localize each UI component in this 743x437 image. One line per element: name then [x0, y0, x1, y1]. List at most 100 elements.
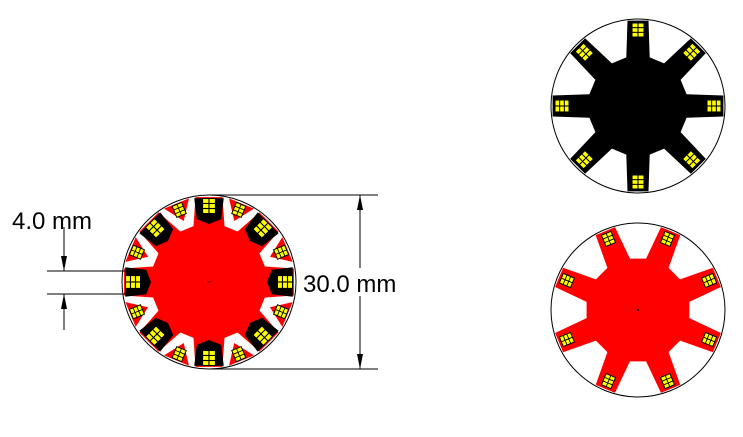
pad-cell: [632, 180, 638, 184]
pad-cell: [274, 310, 279, 316]
pad: [202, 350, 216, 366]
pad: [554, 99, 570, 113]
pad-cell: [632, 175, 638, 180]
pad: [272, 244, 290, 260]
pad-cell: [172, 204, 178, 210]
pad-cell: [277, 247, 283, 253]
arrow-up: [357, 195, 363, 210]
pad-cell: [265, 333, 272, 341]
pad-frame: [574, 42, 595, 63]
pad-cell: [274, 248, 279, 254]
pad-cell: [560, 336, 565, 342]
pad-cell: [209, 204, 215, 208]
pad-cell: [665, 374, 671, 379]
pad-cell: [131, 245, 137, 251]
pad-cell: [555, 106, 560, 112]
pad-cell: [569, 337, 574, 343]
pad: [706, 99, 722, 113]
pad-cell: [240, 204, 246, 210]
pad-cell: [561, 340, 567, 346]
pad-cell: [179, 352, 185, 358]
pad-cell: [702, 337, 707, 343]
arrow-up: [61, 294, 67, 309]
pad-cell: [276, 253, 281, 259]
diameter-label: 30.0 mm: [303, 271, 396, 298]
diameter-dimension: [208, 194, 378, 370]
pad-cell: [632, 32, 638, 37]
pad-cell: [235, 356, 241, 361]
pad-cell: [209, 199, 215, 203]
pad-cell: [661, 239, 667, 244]
pad-cell: [586, 50, 593, 57]
pad-cell: [209, 209, 215, 213]
pad-cell: [638, 28, 644, 32]
pad: [600, 230, 617, 248]
pad-cell: [133, 306, 139, 312]
pad: [171, 345, 187, 363]
pad-cell: [712, 100, 716, 106]
pad-cell: [712, 106, 716, 112]
pad-cell: [157, 226, 165, 233]
pad-cell: [683, 155, 690, 162]
pad-cell: [579, 51, 586, 58]
pad-cell: [265, 223, 272, 231]
pad-cell: [711, 336, 716, 342]
pad-cell: [667, 237, 673, 243]
pad-cell: [707, 334, 713, 340]
pad-cell: [283, 250, 288, 256]
pad-cell: [694, 48, 701, 55]
pad-cell: [583, 47, 590, 54]
pad-cell: [136, 282, 140, 288]
pad-frame: [144, 217, 166, 239]
pad: [631, 22, 645, 38]
pad-cell: [707, 100, 712, 106]
pad-cell: [664, 232, 670, 237]
pad-cell: [690, 51, 697, 58]
pad-cell: [157, 331, 165, 338]
pad-cell: [638, 180, 644, 184]
pad-cell: [260, 219, 268, 226]
pad-cell: [237, 212, 243, 217]
pad-cell: [135, 311, 141, 317]
pad-cell: [608, 379, 614, 385]
arrow-down: [357, 354, 363, 369]
pad-cell: [609, 239, 615, 244]
pad-cell: [569, 277, 574, 283]
pad-cell: [235, 203, 241, 208]
pad-cell: [687, 151, 694, 158]
pad: [144, 217, 166, 239]
pad-cell: [238, 208, 244, 214]
pad-cell: [126, 276, 130, 282]
pad-cell: [709, 274, 715, 280]
pad-cell: [704, 333, 709, 339]
pad-cell: [283, 282, 287, 288]
pad-cell: [209, 356, 215, 360]
pad-cell: [288, 276, 292, 282]
pad-cell: [561, 274, 567, 280]
pad: [128, 304, 146, 320]
pad-cell: [146, 333, 153, 341]
pad-cell: [586, 155, 593, 162]
pad-cell: [232, 210, 238, 215]
pad-cell: [563, 334, 569, 340]
pad-cell: [705, 339, 711, 345]
pad-cell: [606, 383, 612, 388]
pad-cell: [261, 227, 269, 234]
pad: [252, 217, 274, 239]
pad-cell: [563, 280, 569, 286]
pad-cell: [175, 212, 181, 217]
pad: [558, 272, 576, 289]
pad-cell: [279, 306, 285, 312]
pad-cell: [638, 32, 644, 37]
pad: [231, 201, 247, 219]
pad: [128, 244, 146, 260]
pad-cell: [632, 28, 638, 32]
pad-cell: [130, 250, 135, 256]
pad-cell: [136, 276, 140, 282]
pad-cell: [133, 252, 139, 258]
pad-cell: [260, 338, 268, 345]
pad-cell: [177, 356, 183, 361]
pad-cell: [283, 276, 287, 282]
pad-cell: [281, 245, 287, 251]
pad-cell: [174, 208, 180, 214]
